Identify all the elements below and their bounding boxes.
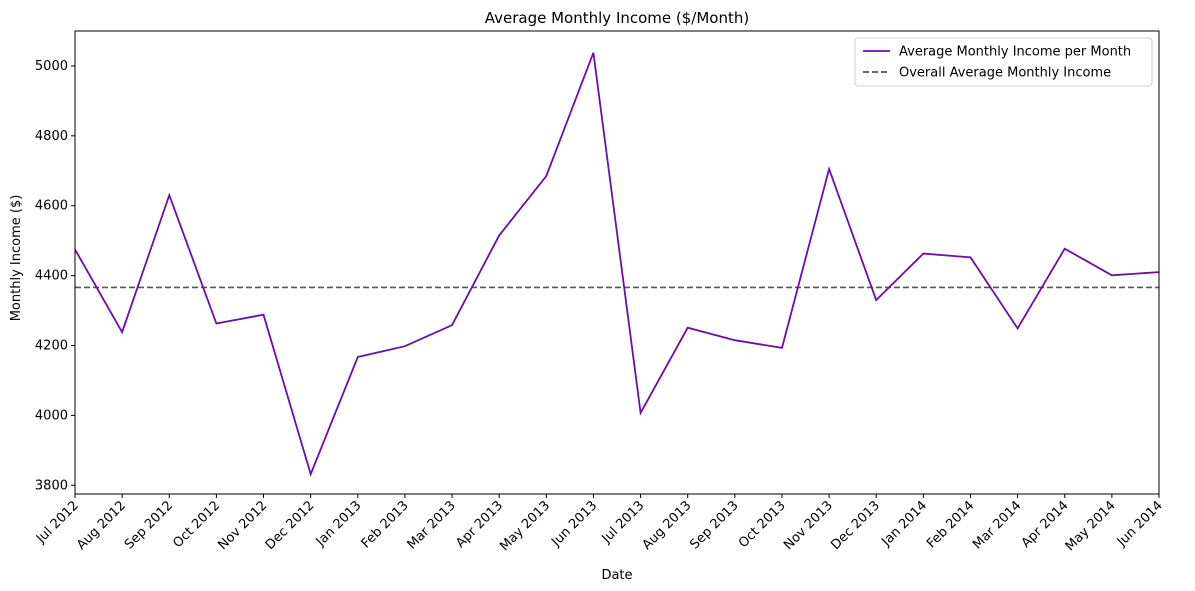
x-tick-label: Jul 2013: [599, 498, 648, 547]
x-tick-label: Dec 2013: [828, 498, 883, 553]
x-tick-label: May 2014: [1063, 498, 1119, 554]
plot-frame: [74, 30, 1160, 495]
data-point: [922, 252, 924, 254]
x-tick-label: Feb 2013: [359, 498, 412, 551]
x-tick-label: Sep 2012: [122, 498, 176, 552]
data-point: [215, 322, 217, 324]
legend-label: Average Monthly Income per Month: [899, 45, 1131, 60]
y-tick-label: 5000: [35, 59, 68, 74]
x-tick-label: Sep 2013: [687, 498, 741, 552]
data-point: [781, 347, 783, 349]
legend: Average Monthly Income per Month Overall …: [854, 37, 1153, 87]
data-point: [875, 299, 877, 301]
x-tick-label: Mar 2013: [405, 498, 459, 552]
data-point: [545, 175, 547, 177]
x-tick-label: Nov 2012: [215, 498, 270, 553]
data-point: [498, 234, 500, 236]
data-point: [404, 345, 406, 347]
data-point: [357, 356, 359, 358]
x-tick-label: Aug 2013: [640, 498, 695, 553]
chart-title: Average Monthly Income ($/Month): [485, 9, 749, 27]
data-point: [828, 168, 830, 170]
y-tick-label: 3800: [35, 478, 68, 493]
data-point: [1016, 327, 1018, 329]
data-point: [1111, 274, 1113, 276]
data-point: [168, 194, 170, 196]
data-point: [262, 314, 264, 316]
data-point: [121, 331, 123, 333]
x-tick-label: Jan 2013: [313, 498, 365, 550]
data-point: [686, 326, 688, 328]
data-point: [734, 339, 736, 341]
x-tick-label: Jun 2013: [548, 498, 600, 550]
legend-label: Overall Average Monthly Income: [899, 66, 1111, 81]
y-axis-label: Monthly Income ($): [9, 195, 24, 322]
x-tick-label: Mar 2014: [970, 498, 1024, 552]
x-tick-label: Jul 2012: [33, 498, 82, 547]
data-point: [969, 256, 971, 258]
y-tick-label: 4800: [35, 129, 68, 144]
y-tick-label: 4000: [35, 408, 68, 423]
data-point: [592, 51, 594, 53]
y-tick-label: 4400: [35, 269, 68, 284]
y-tick-label: 4200: [35, 338, 68, 353]
x-axis-label: Date: [601, 568, 632, 583]
x-tick-label: Dec 2012: [263, 498, 318, 553]
x-tick-label: Jan 2014: [878, 498, 930, 550]
series-line-0: [74, 52, 1160, 477]
x-tick-label: Nov 2013: [781, 498, 836, 553]
data-point: [309, 473, 311, 475]
legend-box: [854, 37, 1153, 87]
data-point: [1064, 247, 1066, 249]
y-tick-label: 4600: [35, 199, 68, 214]
x-tick-label: May 2013: [497, 498, 553, 554]
x-tick-label: Jun 2014: [1114, 498, 1166, 550]
data-point: [639, 412, 641, 414]
data-point: [451, 324, 453, 326]
x-tick-label: Aug 2012: [74, 498, 129, 553]
x-tick-label: Feb 2014: [924, 498, 977, 551]
